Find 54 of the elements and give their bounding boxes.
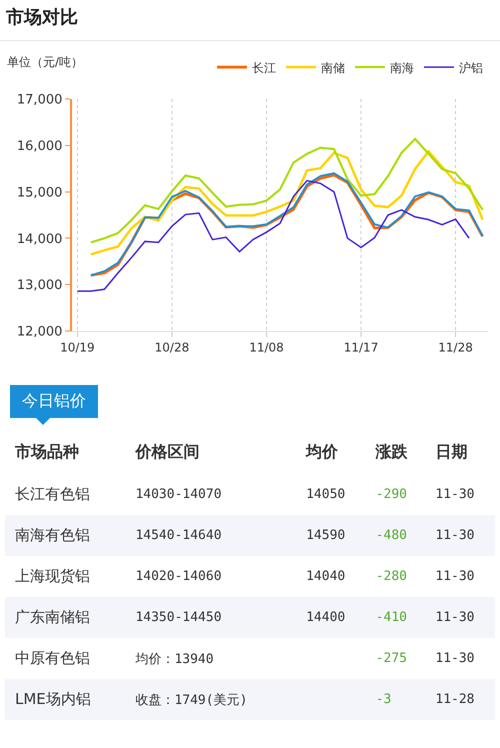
text: 11-30 — [434, 650, 476, 668]
text: 14350-14450 — [134, 609, 223, 627]
x-tick-label: 10/28 — [154, 340, 190, 354]
category-label: 涨跌 — [374, 440, 409, 462]
line-series — [76, 180, 470, 292]
text: 中原有色铝 — [14, 648, 91, 669]
text: 14030-14070 — [134, 486, 223, 504]
text: -3 — [374, 691, 392, 709]
y-tick-label: 17,000 — [16, 92, 62, 108]
x-tick-label: 11/28 — [438, 340, 473, 354]
text: 14590 — [305, 527, 346, 545]
y-tick-label: 14,000 — [16, 232, 62, 247]
text: 14400 — [305, 609, 346, 627]
x-tick-label: 11/08 — [249, 340, 284, 354]
y-tick-label: 15,000 — [16, 185, 62, 200]
category-label: 市场品种 — [14, 440, 80, 462]
category-label: 均价 — [304, 440, 340, 462]
chart-title: 市场对比 — [0, 0, 500, 41]
text: -480 — [374, 527, 408, 545]
line-series — [90, 138, 484, 244]
y-tick-label: 16,000 — [16, 138, 62, 154]
text: 均价：13940 — [134, 650, 215, 668]
text: -290 — [374, 486, 408, 504]
text: 11-30 — [434, 527, 476, 545]
y-axis-title: 单位（元/吨） — [7, 55, 84, 69]
text: 11-30 — [434, 568, 476, 586]
category-label: 日期 — [434, 440, 468, 462]
text: 上海现货铝 — [14, 566, 91, 587]
text: 广东南储铝 — [14, 607, 91, 628]
legend-label: 沪铝 — [459, 60, 483, 75]
text: -410 — [374, 609, 408, 627]
y-tick-label: 13,000 — [16, 278, 62, 294]
legend-label: 南海 — [390, 60, 414, 75]
text: 14020-14060 — [134, 568, 223, 586]
text: 14050 — [305, 486, 346, 504]
text: -275 — [374, 650, 408, 668]
x-tick-label: 11/17 — [344, 340, 378, 354]
text: 今日铝价 — [10, 385, 98, 418]
y-tick-label: 12,000 — [16, 324, 62, 340]
legend-label: 南储 — [321, 60, 345, 75]
x-tick-label: 10/19 — [60, 340, 95, 354]
text: 收盘：1749(美元) — [134, 692, 248, 710]
text: 11-30 — [434, 609, 476, 627]
text: LME场内铝 — [14, 689, 92, 710]
text: 14540-14640 — [134, 527, 223, 545]
text: 11-28 — [434, 691, 476, 709]
category-label: 价格区间 — [134, 440, 200, 462]
text: 11-30 — [434, 486, 476, 504]
text: 14040 — [305, 568, 346, 586]
text: -280 — [374, 568, 408, 586]
line-series — [90, 150, 484, 256]
legend-label: 长江 — [252, 60, 276, 75]
text: 长江有色铝 — [14, 484, 91, 505]
text: 南海有色铝 — [14, 525, 91, 546]
